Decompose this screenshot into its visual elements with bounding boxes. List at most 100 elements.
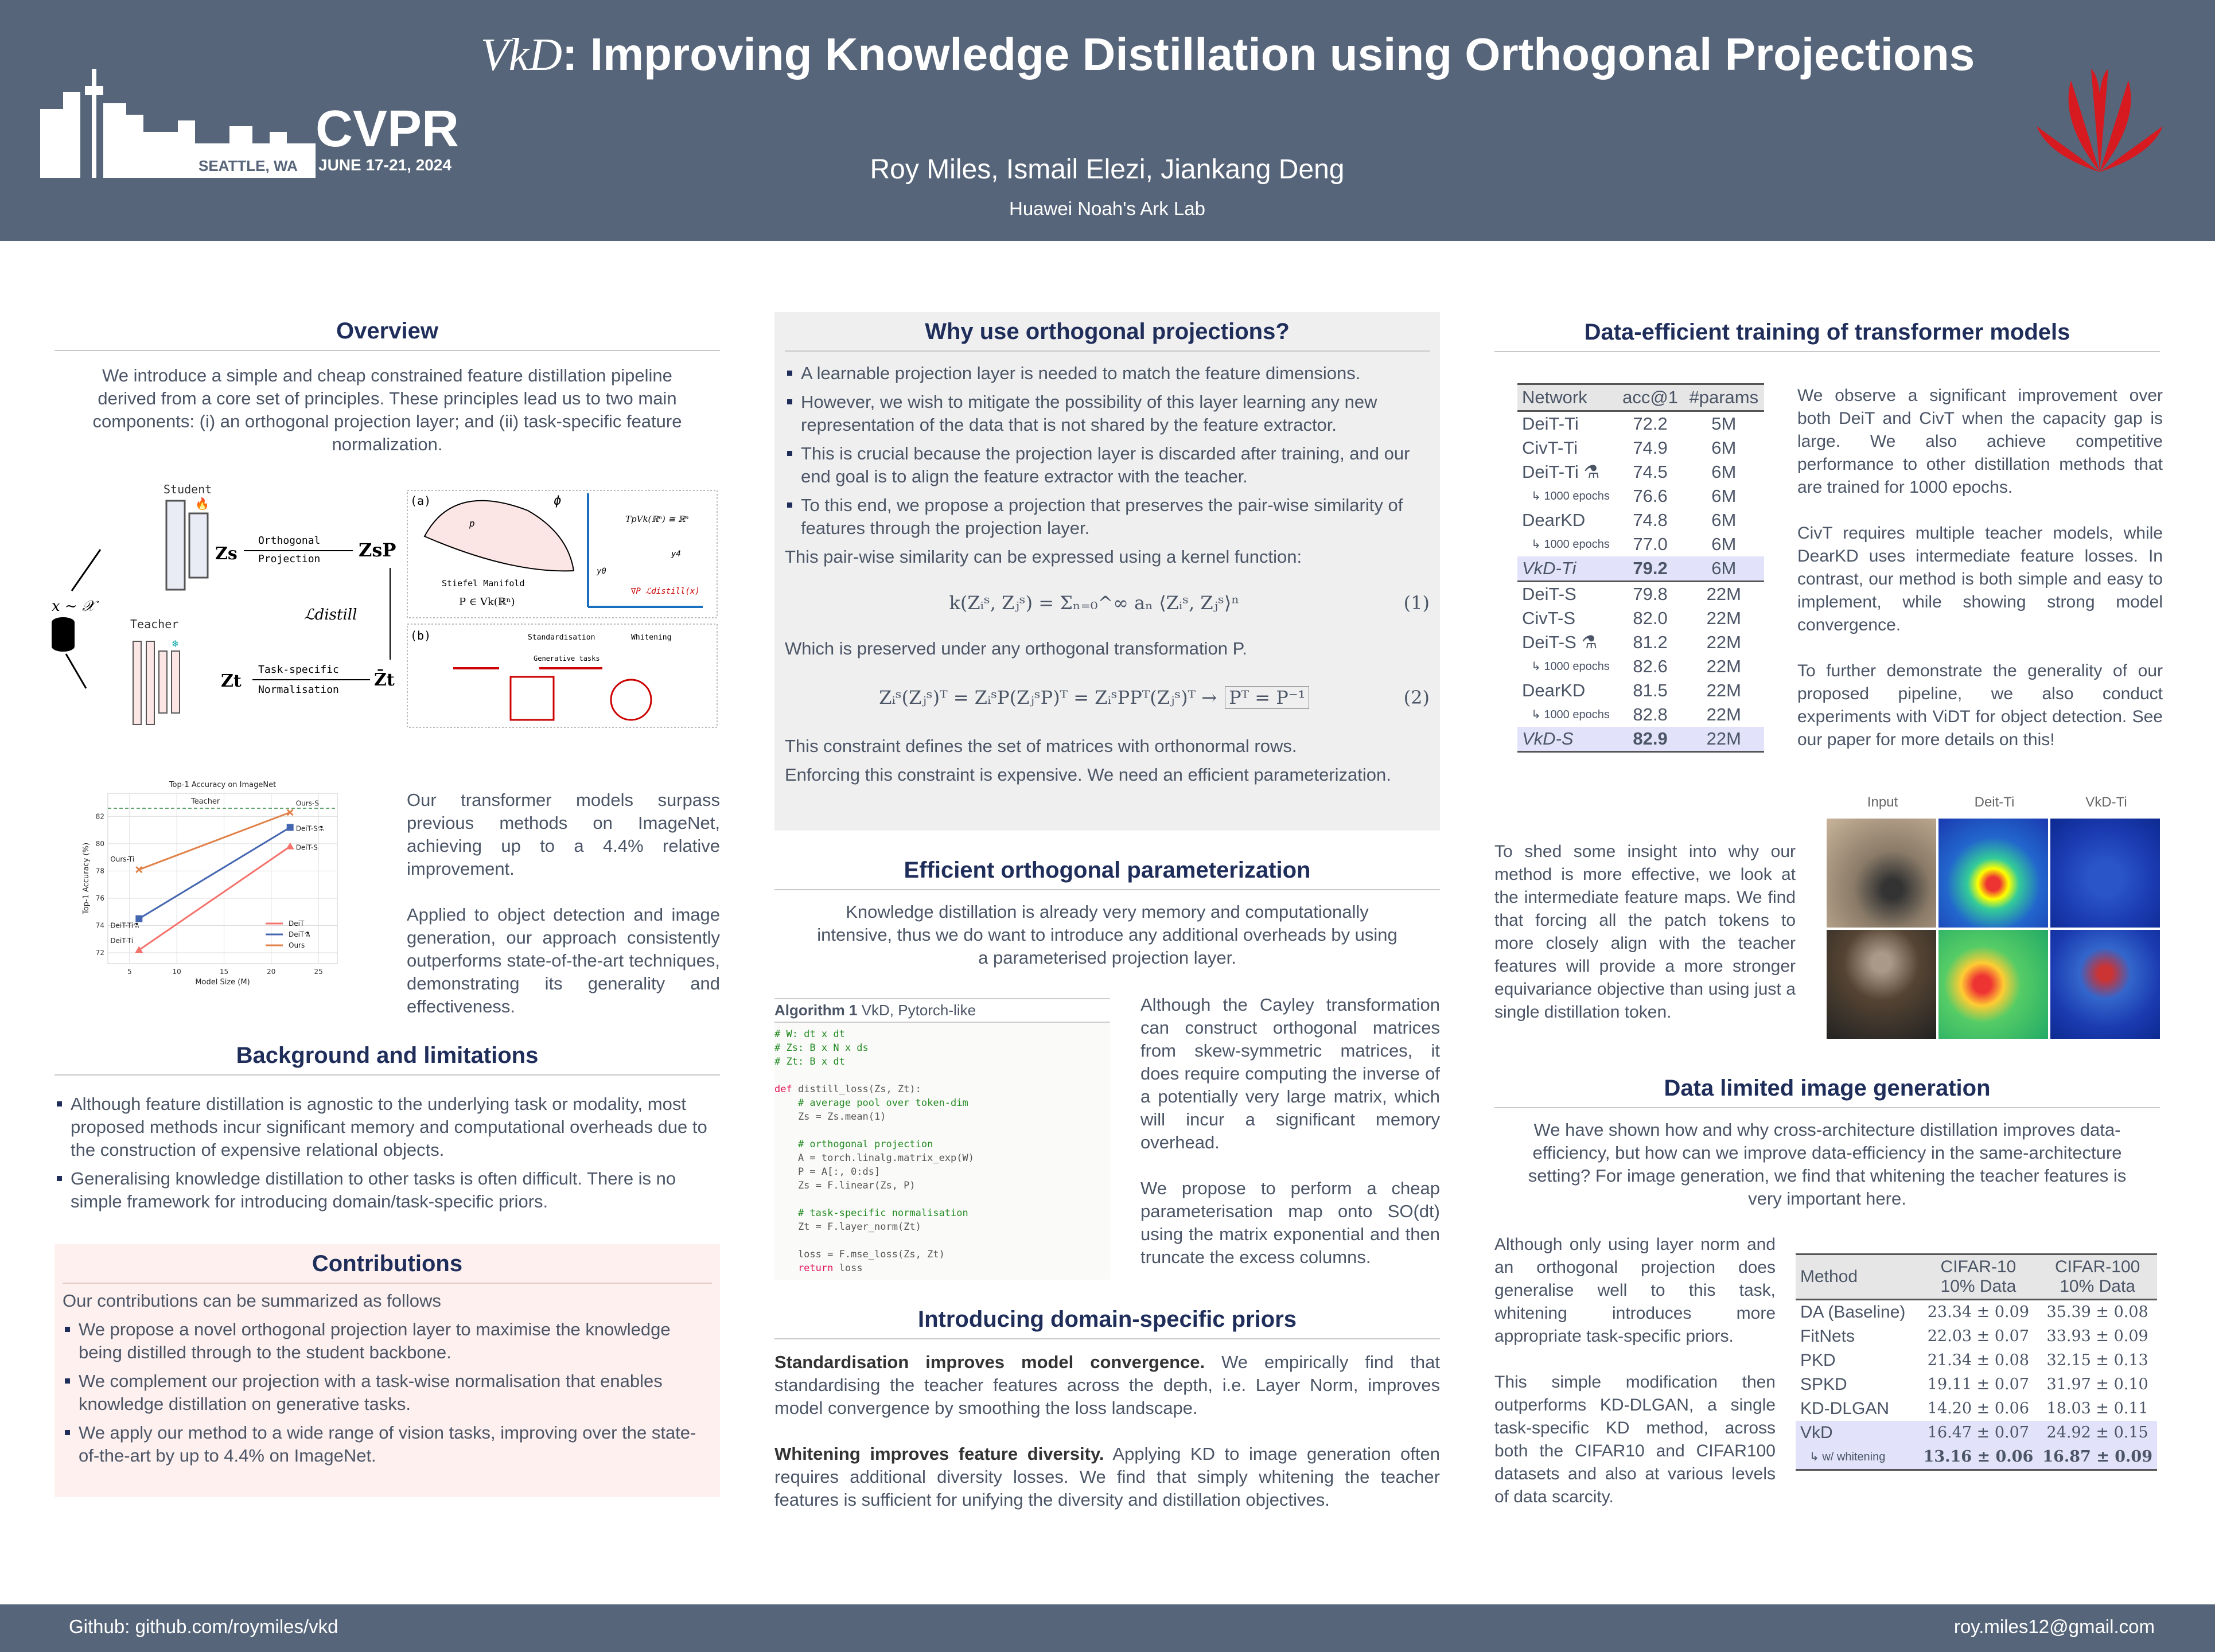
- network-cell: CivT-Ti: [1522, 438, 1578, 458]
- data-point: [286, 809, 294, 816]
- network-cell: VkD-Ti: [1517, 556, 1617, 582]
- algorithm-caption: Algorithm 1 VkD, Pytorch-like: [774, 998, 1110, 1023]
- priors-text: Standardisation improves model convergen…: [774, 1351, 1440, 1511]
- panel-b: [407, 624, 718, 728]
- data-point: [286, 842, 294, 850]
- side-paragraph: We propose to perform a cheap parameteri…: [1140, 1178, 1440, 1267]
- zs-label: Zs: [215, 544, 238, 564]
- network-cell: ↳ 1000 epochs: [1531, 708, 1610, 721]
- params-cell: 22M: [1706, 608, 1741, 628]
- method-cell: PKD: [1800, 1351, 1836, 1370]
- code-line: # orthogonal projection: [774, 1139, 933, 1150]
- y4-label: y4: [671, 550, 681, 559]
- phi-label: ϕ: [554, 494, 561, 508]
- cifar10-cell: 16.47 ± 0.07: [1918, 1421, 2038, 1445]
- stiefel-label: Stiefel Manifold: [442, 578, 525, 589]
- params-cell: 22M: [1706, 584, 1741, 604]
- email-link[interactable]: roy.miles12@gmail.com: [1953, 1616, 2155, 1637]
- code-line: A = torch.linalg.matrix_exp(W): [774, 1152, 974, 1164]
- column-header: CIFAR-10 10% Data: [1918, 1254, 2038, 1300]
- zsp-label: ZsP: [359, 539, 396, 561]
- overview-text: We introduce a simple and cheap constrai…: [92, 365, 682, 454]
- chart-title: Top-1 Accuracy on ImageNet: [169, 781, 276, 789]
- student-label: Student: [164, 482, 212, 496]
- params-cell: 22M: [1706, 656, 1741, 676]
- list-item: To this end, we propose a projection tha…: [785, 494, 1430, 540]
- legend-label: DeiT: [289, 919, 305, 928]
- why-heading: Why use orthogonal projections?: [785, 319, 1430, 352]
- panel-b-label: (b): [410, 629, 431, 642]
- proj-label: Projection: [258, 553, 320, 565]
- table-row: VkD-Ti 79.2 6M: [1517, 556, 1764, 582]
- legend-label: DeiT⚗: [289, 930, 310, 938]
- params-cell: 22M: [1683, 727, 1764, 752]
- tangent-label: TpVk(ℝⁿ) ≅ ℝⁿ: [625, 514, 688, 524]
- network-cell: DeiT-S: [1522, 584, 1576, 604]
- overview-heading: Overview: [55, 318, 720, 351]
- eq2-text: Zᵢˢ(Zⱼˢ)ᵀ = ZᵢˢP(ZⱼˢP)ᵀ = ZᵢˢPPᵀ(Zⱼˢ)ᵀ →: [879, 687, 1217, 708]
- github-link[interactable]: Github: github.com/roymiles/vkd: [69, 1616, 338, 1637]
- table-row: CivT-S 82.0 22M: [1517, 606, 1764, 630]
- deit-heatmap: [1938, 930, 2048, 1039]
- network-cell: DearKD: [1522, 680, 1586, 700]
- point-label: DeiT-Ti: [110, 937, 133, 945]
- series-line: [138, 827, 291, 919]
- series-line: [138, 811, 291, 871]
- priors-heading: Introducing domain-specific priors: [774, 1307, 1440, 1339]
- snowflake-icon: ❄: [172, 638, 178, 650]
- title-text: : Improving Knowledge Distillation using…: [562, 29, 1975, 80]
- affiliation: Huawei Noah's Ark Lab: [1009, 198, 1205, 219]
- acc-cell: 77.0: [1633, 534, 1668, 554]
- cifar100-cell: 33.93 ± 0.09: [2046, 1327, 2148, 1345]
- data-point: [135, 866, 143, 874]
- code-line: # Zs: B x N x ds: [774, 1042, 869, 1054]
- teacher-label: Teacher: [190, 797, 220, 806]
- cvpr-logo: CVPR SEATTLE, WA JUNE 17-21, 2024: [40, 69, 465, 178]
- y-tick-label: 82: [96, 812, 104, 820]
- generation-table: Method CIFAR-10 10% Data CIFAR-100 10% Dat…: [1796, 1253, 2157, 1471]
- params-cell: 22M: [1706, 704, 1741, 724]
- efficient-heading: Efficient orthogonal parameterization: [774, 858, 1440, 890]
- table-row: PKD 21.34 ± 0.08 32.15 ± 0.13: [1796, 1349, 2157, 1373]
- algo-title: VkD, Pytorch-like: [861, 1002, 976, 1019]
- paragraph: This simple modification then outperform…: [1494, 1373, 1776, 1506]
- code-keyword: def: [774, 1084, 792, 1095]
- std-label: Standardisation: [528, 633, 595, 642]
- preserved-text: Which is preserved under any orthogonal …: [785, 638, 1247, 659]
- summary-paragraph: Our transformer models surpass previous …: [407, 790, 720, 879]
- acc-cell: 81.2: [1633, 632, 1668, 652]
- generation-intro: We have shown how and why cross-architec…: [1528, 1120, 2127, 1209]
- code-line: [774, 1234, 1110, 1248]
- imagenet-table: Network acc@1 #params DeiT-Ti 72.2 5M CivT-Ti 7…: [1517, 383, 1764, 753]
- vkd-heatmap: [2050, 819, 2160, 928]
- legend-label: Ours: [289, 941, 305, 949]
- acc-cell: 72.2: [1633, 414, 1668, 434]
- huawei-logo: [2037, 69, 2163, 172]
- priors-paragraph: We empirically find that standardising t…: [774, 1352, 1440, 1418]
- priors-bold: Whitening improves feature diversity.: [774, 1444, 1104, 1464]
- series-line: [138, 846, 291, 951]
- contributions-intro: Our contributions can be summarized as f…: [63, 1291, 441, 1311]
- student-block: [188, 512, 209, 579]
- network-cell: ↳ 1000 epochs: [1531, 538, 1610, 551]
- side-paragraph: Although the Cayley transformation can c…: [1140, 995, 1440, 1152]
- code-line: loss = F.mse_loss(Zs, Zt): [774, 1249, 945, 1260]
- code-line: # W: dt x dt: [774, 1028, 845, 1040]
- table-row: DA (Baseline) 23.34 ± 0.09 35.39 ± 0.08: [1796, 1300, 2157, 1325]
- table-row: ↳ 1000 epochs 77.0 6M: [1517, 532, 1764, 556]
- point-label: Ours-S: [296, 799, 319, 807]
- location-text: SEATTLE, WA: [195, 156, 301, 176]
- panel-a-label: (a): [410, 494, 431, 508]
- data-efficient-text: We observe a significant improvement ove…: [1797, 384, 2163, 751]
- method-cell: SPKD: [1800, 1375, 1847, 1394]
- method-diagram: Student 🔥 x ~ 𝒳 Teacher ❄ Zs Orthogonal …: [52, 482, 718, 728]
- image-label: Deit-Ti: [1974, 794, 2015, 810]
- network-cell: CivT-S: [1522, 608, 1575, 628]
- table-row: ↳ w/ whitening 13.16 ± 0.06 16.87 ± 0.09: [1796, 1445, 2157, 1470]
- contributions-list: We propose a novel orthogonal projection…: [63, 1318, 712, 1467]
- input-image: [1827, 930, 1936, 1039]
- acc-cell: 82.0: [1633, 608, 1668, 628]
- cifar10-cell: 13.16 ± 0.06: [1918, 1445, 2038, 1470]
- equation-1: k(Zᵢˢ, Zⱼˢ) = Σₙ₌₀^∞ aₙ ⟨Zᵢˢ, Zⱼˢ⟩ⁿ (1): [785, 568, 1430, 637]
- table-row: CivT-Ti 74.9 6M: [1517, 436, 1764, 460]
